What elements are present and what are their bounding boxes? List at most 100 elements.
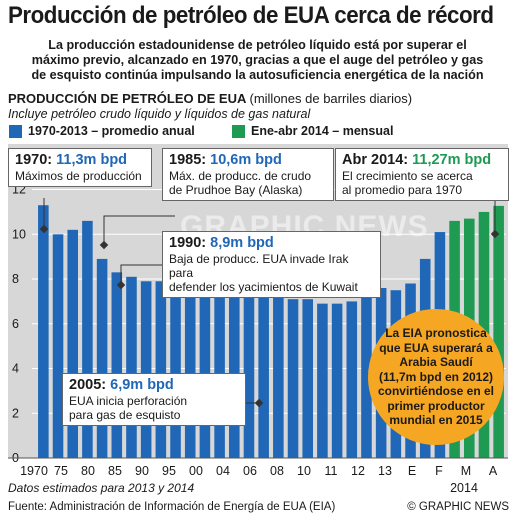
annotation-2014-value: 11,27m bpd [412,152,492,168]
legend-label-annual: 1970-2013 – promedio anual [28,124,195,138]
x-tick-label: 11 [325,464,338,478]
x-tick-label: 95 [162,464,176,478]
y-tick-label: 2 [12,406,19,420]
bar [155,281,167,458]
footer-note: Datos estimados para 2013 y 2014 [8,481,195,495]
annotation-1990: 1990: 8,9m bpd Baja de producc. EUA inva… [162,231,381,298]
x-tick-label: A [489,464,498,478]
bar [96,258,108,458]
bar [273,294,284,458]
bar [126,276,137,458]
bar [243,294,255,458]
annotation-1990-line-2: defender los yacimientos de Kuwait [169,280,358,294]
source-text: Fuente: Administración de Información de… [8,501,336,513]
annotation-1990-line-1: Baja de producc. EUA invade Irak para [169,252,349,280]
annotation-1985: 1985: 10,6m bpd Máx. de producc. de crud… [162,148,334,201]
annotation-1970-value: 11,3m bpd [56,152,128,168]
x-tick-label: 04 [216,464,230,478]
annotation-1985-line-2: de Prudhoe Bay (Alaska) [169,183,303,197]
annotation-1990-head: 1990: [169,235,207,251]
x-tick-label: 08 [270,464,284,478]
subtitle-line-3: de esquisto continúa impulsando la autos… [31,68,484,82]
annotation-apr-2014: Abr 2014: 11,27m bpd El crecimiento se a… [335,148,509,201]
annotation-2014-head: Abr 2014: [342,152,409,168]
credit-text: © GRAPHIC NEWS [407,501,509,513]
bar [184,285,196,458]
x-tick-label: 10 [297,464,311,478]
badge-line-2: que EUA superará a [379,340,493,355]
bar [361,294,372,458]
x-tick-label: 13 [378,464,392,478]
x-tick-label: 80 [81,464,95,478]
badge-line-3: Arabia Saudí [399,355,473,370]
bar [82,220,93,458]
badge-line-1: La EIA pronostica [385,326,487,341]
bar [258,296,269,458]
bar [67,229,79,458]
x-tick-label: 1970 [20,464,48,478]
badge-line-4: (11,7m bpd en 2012) [378,369,494,384]
annotation-2005-value: 6,9m bpd [110,377,174,393]
bar [52,234,64,458]
x-tick-label: 00 [189,464,203,478]
annotation-2005: 2005: 6,9m bpd EUA inicia perforación pa… [62,373,246,426]
annotation-2014-line-2: al promedio para 1970 [342,183,463,197]
bar [170,279,181,458]
annotation-2005-line-1: EUA inicia perforación [69,394,188,408]
badge-line-5: convirtiéndose en el [377,384,495,399]
annotation-1990-value: 8,9m bpd [210,235,274,251]
section-title: PRODUCCIÓN DE PETRÓLEO DE EUA (millones … [8,91,412,106]
annotation-2005-line-2: para gas de esquisto [69,408,181,422]
bar [493,205,504,458]
badge-line-7: mundial en 2015 [389,413,483,428]
leader-dot [116,280,126,290]
x-tick-label: 06 [243,464,257,478]
bar [214,287,225,458]
annotation-1985-value: 10,6m bpd [210,152,282,168]
bar [346,301,358,458]
bar [287,299,299,458]
y-tick-label: 6 [12,317,19,331]
x-tick-label: M [461,464,471,478]
legend-swatch-monthly [232,125,245,138]
annotation-2005-head: 2005: [69,377,107,393]
leader-line [103,215,175,245]
annotation-1970: 1970: 11,3m bpd Máximos de producción [8,148,152,187]
x-tick-label: E [408,464,416,478]
section-unit: (millones de barriles diarios) [249,91,413,106]
section-note: Incluye petróleo crudo líquido y líquido… [8,107,311,121]
bar [140,281,152,458]
x-tick-label: 85 [108,464,122,478]
forecast-badge: La EIA pronostica que EUA superará a Ara… [368,309,504,445]
annotation-1970-line: Máximos de producción [15,169,142,183]
annotation-1970-head: 1970: [15,152,53,168]
bar [317,303,328,458]
x-tick-label: 75 [54,464,68,478]
annotation-2014-line-1: El crecimiento se acerca [342,169,473,183]
leader-dot [99,240,109,250]
x-tick-label: F [435,464,443,478]
badge-line-6: primer productor [387,398,485,413]
y-tick-label: 10 [12,227,26,241]
page-title: Producción de petróleo de EUA cerca de r… [8,2,494,29]
bar [111,272,123,458]
x-secondary-label: 2014 [450,481,478,495]
bar [302,299,314,458]
x-tick-label: 12 [351,464,365,478]
bar [38,205,49,458]
section-title-text: PRODUCCIÓN DE PETRÓLEO DE EUA [8,91,246,106]
x-tick-label: 90 [135,464,149,478]
annotation-1985-head: 1985: [169,152,207,168]
subtitle-line-1: La producción estadounidense de petróleo… [48,38,467,52]
subtitle-line-2: máximo previo, alcanzado en 1970, gracia… [31,53,484,67]
leader-line [120,264,162,285]
leader-dot [490,229,500,239]
leader-dot [39,224,49,234]
legend-label-monthly: Ene-abr 2014 – mensual [251,124,394,138]
y-tick-label: 8 [12,272,19,286]
bar [199,287,211,458]
y-tick-label: 4 [12,362,19,376]
leader-dot [254,398,264,408]
annotation-1985-line-1: Máx. de producc. de crudo [169,169,312,183]
